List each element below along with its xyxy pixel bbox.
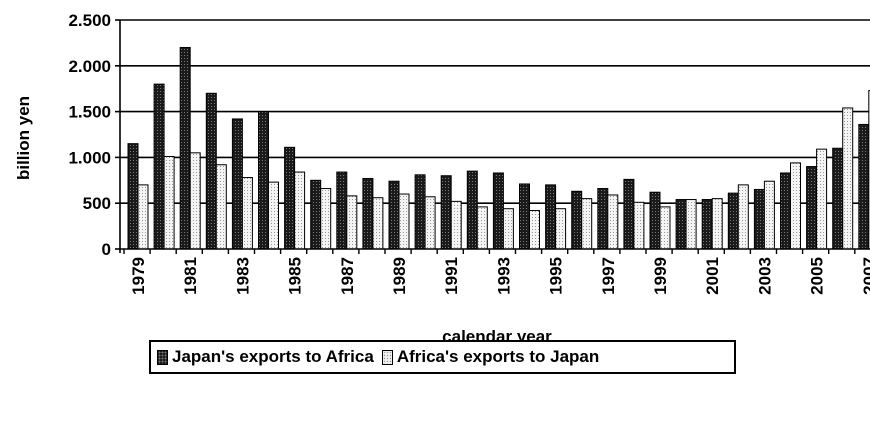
bar-africa-exports	[816, 148, 828, 250]
bar-japan-exports	[649, 191, 661, 250]
bar-africa-exports	[711, 198, 723, 250]
bar-japan-exports	[258, 111, 269, 250]
axes	[115, 19, 870, 254]
bar-japan-exports	[623, 178, 635, 250]
x-tick-label: 1989	[390, 257, 409, 295]
bar-japan-exports	[127, 143, 139, 250]
x-tick-label: 1981	[181, 257, 200, 295]
x-tick-label: 1983	[233, 257, 252, 295]
bar-japan-exports	[362, 177, 374, 250]
bar-japan-exports	[727, 192, 739, 250]
y-tick-label: 2.500	[68, 11, 111, 30]
y-tick-label: 500	[83, 194, 111, 213]
x-tick-label: 1993	[494, 257, 513, 295]
x-tick-label: 2007	[860, 257, 870, 295]
legend-label-japan: Japan's exports to Africa	[172, 347, 374, 366]
bar-africa-exports	[137, 184, 149, 250]
x-tick-label: 2005	[808, 257, 827, 295]
bar-africa-exports	[659, 206, 671, 250]
bar-japan-exports	[701, 199, 713, 250]
bar-africa-exports	[294, 171, 306, 250]
bar-japan-exports	[440, 175, 452, 250]
bar-japan-exports	[675, 199, 687, 250]
bar-africa-exports	[215, 164, 227, 250]
y-tick-label: 1.500	[68, 103, 111, 122]
bar-africa-exports	[268, 181, 279, 250]
bar-africa-exports	[685, 199, 697, 250]
bar-japan-exports	[388, 180, 400, 250]
y-tick-label: 1.000	[68, 148, 111, 167]
bar-japan-exports	[231, 118, 243, 250]
bar-japan-exports	[545, 184, 557, 250]
legend-label-africa: Africa's exports to Japan	[396, 347, 600, 366]
x-tick-label: 2001	[703, 257, 722, 295]
bar-japan-exports	[780, 172, 791, 250]
bar-japan-exports	[753, 188, 765, 250]
x-tick-label: 2003	[755, 257, 774, 295]
y-tick-labels: 0 500 1.000 1.500 2.000 2.500	[68, 11, 111, 259]
bar-japan-exports	[336, 171, 348, 250]
x-tick-labels: 1979 1981 1983 1985 1987 1989 1991 1993 1995 1997…	[129, 257, 870, 295]
bar-africa-exports	[398, 193, 410, 250]
bar-africa-exports	[241, 177, 253, 250]
bar-africa-exports	[372, 197, 384, 250]
x-tick-label: 1979	[129, 257, 148, 295]
gridlines	[120, 19, 870, 204]
bar-japan-exports	[466, 170, 478, 250]
bar-japan-exports	[310, 179, 322, 250]
bar-japan-exports	[414, 174, 426, 250]
bar-japan-exports	[858, 123, 870, 250]
x-tick-label: 1995	[547, 257, 566, 295]
bar-africa-exports	[607, 194, 619, 250]
bars	[127, 46, 870, 250]
bar-japan-exports	[179, 46, 191, 250]
bar-africa-exports	[790, 162, 801, 250]
bar-japan-exports	[205, 92, 217, 250]
y-tick-label: 0	[102, 240, 111, 259]
x-tick-label: 1987	[338, 257, 357, 295]
y-tick-label: 2.000	[68, 57, 111, 76]
bar-africa-exports	[424, 196, 436, 250]
bar-africa-exports	[346, 195, 358, 250]
bar-africa-exports	[320, 188, 332, 250]
bar-japan-exports	[806, 166, 818, 250]
x-tick-label: 1999	[651, 257, 670, 295]
bar-africa-exports	[163, 155, 175, 250]
legend-swatch-africa	[381, 349, 393, 365]
bar-africa-exports	[529, 210, 540, 250]
bar-africa-exports	[763, 180, 775, 250]
bar-japan-exports	[832, 147, 844, 250]
bar-japan-exports	[284, 146, 296, 250]
bar-africa-exports	[842, 107, 854, 250]
bar-africa-exports	[868, 90, 870, 250]
bar-africa-exports	[581, 198, 593, 250]
bar-africa-exports	[633, 201, 645, 250]
bar-japan-exports	[597, 188, 609, 250]
legend-item-japan: Japan's exports to Africa	[157, 347, 374, 367]
bar-africa-exports	[737, 184, 749, 250]
legend: Japan's exports to Africa Africa's expor…	[149, 340, 736, 374]
y-axis-title: billion yen	[14, 96, 33, 180]
bar-africa-exports	[476, 206, 488, 250]
x-tick-label: 1991	[442, 257, 461, 295]
bar-africa-exports	[189, 152, 201, 250]
legend-swatch-japan	[157, 349, 168, 365]
bar-japan-exports	[492, 172, 504, 250]
x-tick-label: 1985	[286, 257, 305, 295]
bar-japan-exports	[571, 190, 583, 250]
bar-japan-exports	[153, 83, 165, 250]
bar-africa-exports	[502, 208, 514, 250]
bar-japan-exports	[519, 183, 530, 250]
bar-africa-exports	[555, 208, 567, 250]
legend-item-africa: Africa's exports to Japan	[381, 347, 600, 367]
bar-africa-exports	[450, 200, 462, 250]
x-tick-label: 1997	[599, 257, 618, 295]
